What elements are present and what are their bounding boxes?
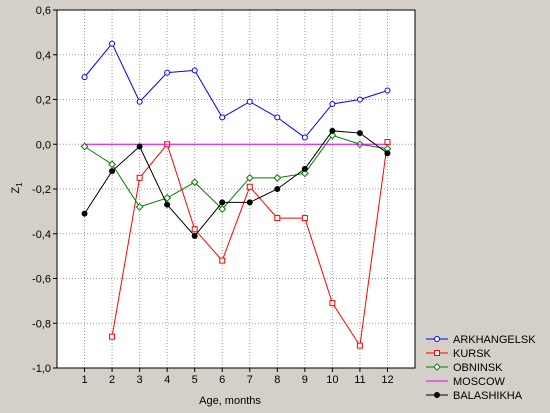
data-point-obninsk bbox=[135, 202, 144, 211]
data-point-balashikha bbox=[191, 232, 198, 239]
x-tick-label: 7 bbox=[247, 374, 253, 386]
y-tick-label: 0,6 bbox=[36, 5, 51, 17]
legend-item-arkhangelsk: ARKHANGELSK bbox=[426, 334, 536, 346]
data-point-kursk bbox=[301, 215, 308, 222]
y-tick-label: -0,8 bbox=[32, 318, 51, 330]
data-point-balashikha bbox=[136, 143, 143, 150]
series-obninsk bbox=[80, 131, 392, 214]
data-point-arkhangelsk bbox=[384, 87, 391, 94]
data-point-balashikha bbox=[384, 150, 391, 157]
y-tick-label: -0,2 bbox=[32, 184, 51, 196]
x-tick-label: 9 bbox=[302, 374, 308, 386]
series-layer bbox=[80, 40, 392, 349]
data-point-balashikha bbox=[356, 130, 363, 137]
legend-swatch-marker bbox=[433, 363, 441, 371]
data-point-arkhangelsk bbox=[81, 74, 88, 81]
y-tick-label: 0,2 bbox=[36, 95, 51, 107]
data-point-kursk bbox=[356, 342, 363, 349]
data-point-arkhangelsk bbox=[246, 98, 253, 105]
legend-swatch-marker bbox=[434, 350, 440, 356]
data-point-kursk bbox=[191, 226, 198, 233]
data-point-balashikha bbox=[109, 168, 116, 175]
data-point-arkhangelsk bbox=[301, 134, 308, 141]
x-tick-label: 1 bbox=[81, 374, 87, 386]
legend-label: ARKHANGELSK bbox=[453, 334, 536, 346]
data-point-obninsk bbox=[80, 142, 89, 151]
data-point-balashikha bbox=[329, 127, 336, 134]
legend-swatch-marker bbox=[434, 336, 440, 342]
data-point-kursk bbox=[274, 215, 281, 222]
y-tick-label: -1,0 bbox=[32, 363, 51, 375]
data-point-balashikha bbox=[219, 199, 226, 206]
data-point-balashikha bbox=[81, 210, 88, 217]
x-tick-label: 11 bbox=[354, 374, 365, 386]
y-axis-label: Z1 bbox=[10, 182, 24, 194]
data-point-obninsk bbox=[273, 173, 282, 182]
plot-area bbox=[57, 10, 415, 368]
y-tick-label: -0,6 bbox=[32, 274, 51, 286]
data-point-arkhangelsk bbox=[356, 96, 363, 103]
data-point-balashikha bbox=[164, 201, 171, 208]
data-point-arkhangelsk bbox=[274, 114, 281, 121]
legend-label: OBNINSK bbox=[453, 362, 503, 374]
plot-background bbox=[57, 10, 415, 368]
data-point-kursk bbox=[136, 174, 143, 181]
data-point-obninsk bbox=[245, 173, 254, 182]
data-point-balashikha bbox=[301, 165, 308, 172]
y-tick-label: 0,0 bbox=[36, 139, 51, 151]
data-point-obninsk bbox=[163, 194, 172, 202]
data-point-obninsk bbox=[300, 169, 309, 178]
data-point-kursk bbox=[219, 257, 226, 264]
data-point-kursk bbox=[246, 183, 253, 190]
data-point-arkhangelsk bbox=[329, 100, 336, 107]
legend-item-obninsk: OBNINSK bbox=[426, 362, 503, 374]
data-point-obninsk bbox=[190, 178, 199, 187]
series-balashikha bbox=[81, 127, 391, 239]
data-point-arkhangelsk bbox=[219, 114, 226, 121]
data-point-kursk bbox=[329, 300, 336, 307]
data-point-arkhangelsk bbox=[191, 67, 198, 74]
series-arkhangelsk bbox=[81, 40, 391, 141]
data-point-arkhangelsk bbox=[109, 40, 116, 47]
x-tick-label: 2 bbox=[109, 374, 115, 386]
y-tick-label: 0,4 bbox=[36, 50, 51, 62]
x-tick-label: 10 bbox=[326, 374, 338, 386]
data-point-arkhangelsk bbox=[136, 98, 143, 105]
legend-item-kursk: KURSK bbox=[426, 348, 492, 360]
legend-item-moscow: MOSCOW bbox=[426, 376, 506, 388]
x-tick-label: 8 bbox=[274, 374, 280, 386]
legend: ARKHANGELSK KURSK OBNINSK MOSCOW BALASHIKHA bbox=[426, 334, 536, 402]
y-axis-label-main: Z bbox=[10, 187, 22, 194]
y-tick-label: -0,4 bbox=[32, 229, 51, 241]
x-tick-label: 4 bbox=[164, 374, 170, 386]
x-axis-label: Age, months bbox=[199, 395, 261, 407]
data-point-obninsk bbox=[108, 160, 116, 169]
data-point-balashikha bbox=[274, 186, 281, 192]
legend-item-balashikha: BALASHIKHA bbox=[426, 390, 523, 402]
series-line-obninsk bbox=[84, 134, 388, 210]
x-tick-label: 3 bbox=[137, 374, 143, 386]
legend-label: BALASHIKHA bbox=[453, 390, 523, 402]
data-point-balashikha bbox=[246, 199, 253, 206]
legend-swatch-marker bbox=[434, 392, 440, 398]
x-tick-label: 12 bbox=[381, 374, 393, 386]
x-tick-label: 5 bbox=[192, 374, 198, 386]
data-point-obninsk bbox=[218, 205, 227, 214]
x-tick-label: 6 bbox=[219, 374, 225, 386]
tick-labels: -1,0-0,8-0,6-0,4-0,20,00,20,40,61 2 3 4 5 6 7 8… bbox=[32, 5, 394, 386]
legend-label: MOSCOW bbox=[453, 376, 506, 388]
series-line-arkhangelsk bbox=[84, 42, 388, 139]
data-point-kursk bbox=[109, 333, 116, 340]
data-point-arkhangelsk bbox=[164, 69, 171, 76]
y-axis-label-subscript: 1 bbox=[15, 182, 24, 187]
series-line-balashikha bbox=[84, 130, 388, 237]
legend-label: KURSK bbox=[453, 348, 492, 360]
